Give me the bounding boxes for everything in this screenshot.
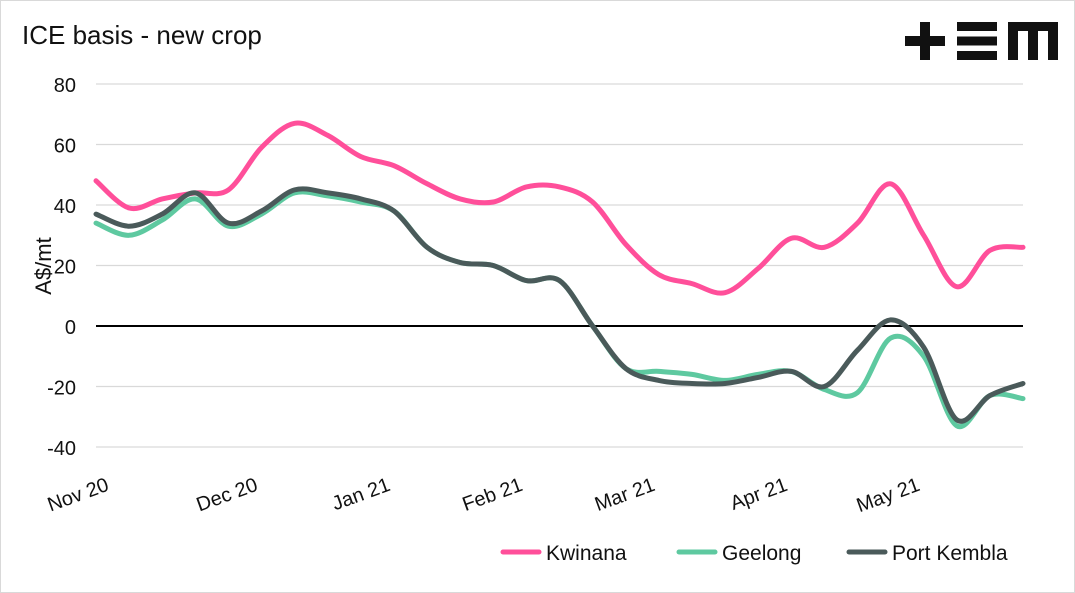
brand-logo <box>905 22 1058 60</box>
x-tick-label: Apr 21 <box>727 474 790 515</box>
x-tick-label: Feb 21 <box>460 474 526 516</box>
x-axis-ticks: Nov 20 Dec 20 Jan 21 Feb 21 Mar 21 Apr 21 May … <box>45 474 923 517</box>
series-line-geelong <box>93 189 1026 430</box>
y-axis-ticks: 80 60 40 20 0 -20 -40 <box>47 75 76 460</box>
y-tick-label: 60 <box>54 136 76 158</box>
x-tick-label: Nov 20 <box>45 474 112 516</box>
legend-label: Port Kembla <box>892 542 1008 565</box>
legend-label: Geelong <box>722 542 801 565</box>
x-tick-label: Mar 21 <box>592 474 658 516</box>
gridlines <box>96 83 1023 448</box>
x-tick-label: Dec 20 <box>194 474 261 516</box>
y-tick-label: 80 <box>54 75 76 97</box>
series-line-port-kembla <box>93 186 1026 424</box>
y-tick-label: -20 <box>47 378 76 400</box>
x-tick-label: Jan 21 <box>329 474 393 515</box>
series-line-kwinana <box>93 120 1026 296</box>
chart-title: ICE basis - new crop <box>22 20 262 50</box>
series-lines <box>93 120 1026 430</box>
y-tick-label: -40 <box>47 438 76 460</box>
y-axis-label: A$/mt <box>31 237 56 294</box>
y-tick-label: 0 <box>65 317 76 339</box>
y-tick-label: 20 <box>54 257 76 279</box>
legend-label: Kwinana <box>546 542 627 565</box>
y-tick-label: 40 <box>54 196 76 218</box>
x-tick-label: May 21 <box>854 474 923 517</box>
legend: Kwinana Geelong Port Kembla <box>500 542 1008 565</box>
